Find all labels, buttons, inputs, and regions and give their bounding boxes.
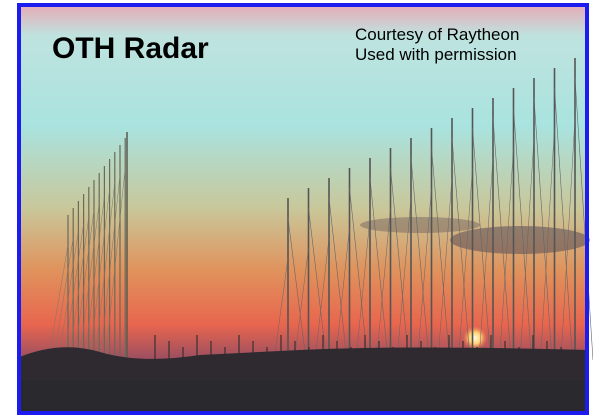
field	[17, 380, 589, 415]
sun	[463, 326, 487, 350]
credit-line: Used with permission	[355, 45, 517, 64]
cloud	[360, 217, 480, 233]
title: OTH Radar	[52, 32, 209, 65]
page: OTH Radar Courtesy of Raytheon Used with…	[0, 0, 593, 418]
photo: OTH Radar Courtesy of Raytheon Used with…	[0, 0, 593, 418]
cloud	[450, 226, 590, 254]
credit-line: Courtesy of Raytheon	[355, 25, 519, 44]
